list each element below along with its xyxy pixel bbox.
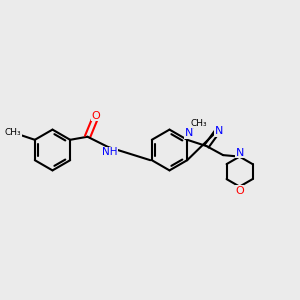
- Text: O: O: [92, 111, 100, 121]
- Text: N: N: [236, 148, 244, 158]
- Text: CH₃: CH₃: [4, 128, 21, 137]
- Text: NH: NH: [102, 147, 117, 157]
- Text: N: N: [184, 128, 193, 138]
- Text: N: N: [215, 126, 223, 136]
- Text: CH₃: CH₃: [190, 119, 207, 128]
- Text: O: O: [235, 185, 244, 196]
